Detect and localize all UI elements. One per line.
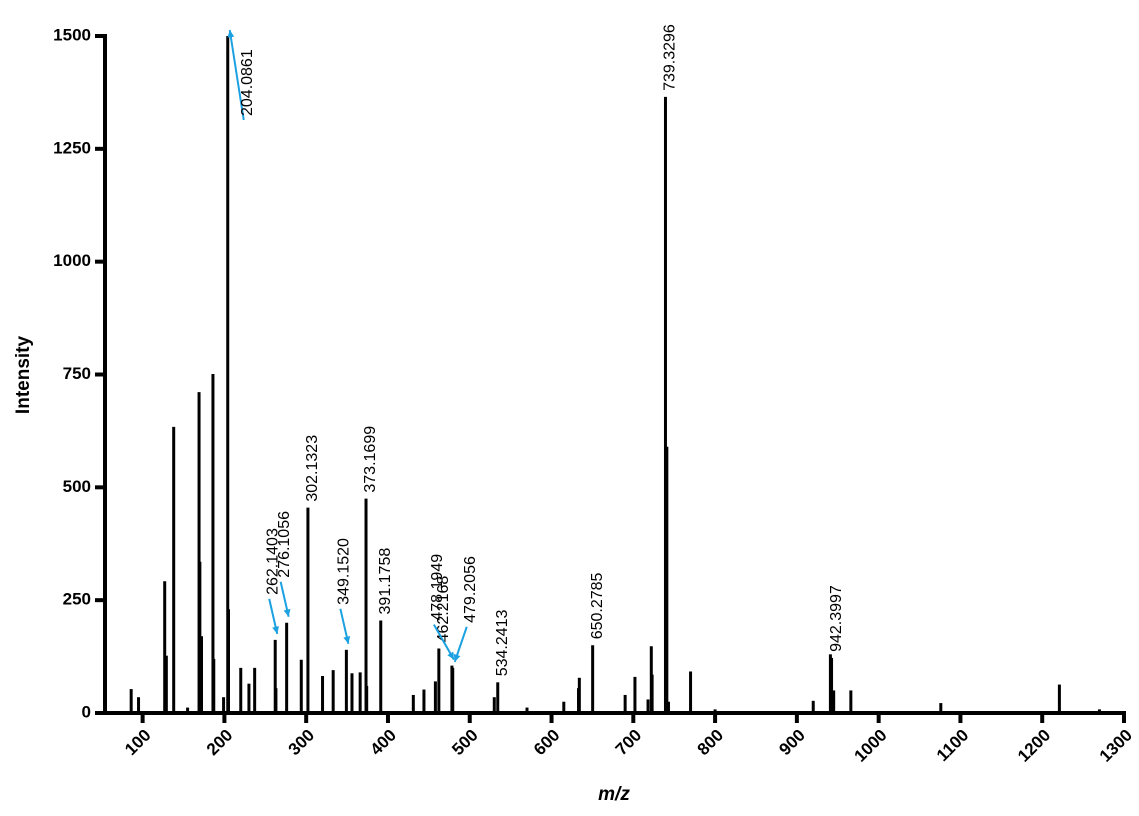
peak-label: 650.2785 [589,572,606,639]
x-tick-label: 1200 [1014,726,1054,766]
peak-label: 349.1520 [336,538,353,605]
annotation-arrow [228,29,245,121]
annotation-arrowhead [447,651,454,660]
y-tick-label: 1250 [53,138,91,157]
peak-label: 479.2056 [462,556,479,623]
y-tick-label: 0 [82,702,91,721]
peak-label: 391.1758 [377,548,394,615]
x-tick-label: 700 [612,726,645,759]
x-tick-label: 800 [694,726,727,759]
y-tick-label: 1500 [53,25,91,44]
y-tick-label: 1000 [53,251,91,270]
x-tick-label: 100 [121,726,154,759]
x-tick-label: 300 [285,726,318,759]
annotation-arrowhead [453,653,461,662]
annotation-arrowhead [272,626,280,634]
x-tick-label: 500 [448,726,481,759]
x-tick-label: 400 [366,726,399,759]
peak-label: 373.1699 [362,426,379,493]
x-tick-label: 1000 [850,726,890,766]
y-axis-title: Intensity [13,336,34,415]
peak-label: 276.1056 [276,511,293,578]
peak-label: 534.2413 [494,609,511,676]
peak-label: 204.0861 [239,49,256,116]
y-tick-label: 250 [63,590,91,609]
peak-label: 739.3296 [662,24,679,91]
x-tick-label: 600 [530,726,563,759]
x-tick-label: 1100 [933,726,973,766]
annotation-arrowhead [283,608,291,617]
annotation-arrowhead [343,636,351,644]
peak-label: 262.1403 [264,528,281,595]
annotation-arrowhead [227,30,235,38]
peak-label: 462.2168 [435,576,452,643]
x-tick-label: 900 [775,726,808,759]
y-tick-label: 500 [63,477,91,496]
peak-label: 942.3997 [828,585,845,652]
peak-label: 478.1949 [429,554,446,621]
y-tick-label: 750 [63,364,91,383]
x-tick-label: 200 [203,726,236,759]
peak-label: 302.1323 [304,435,321,502]
x-axis-title: m/z [598,784,630,805]
x-tick-label: 1300 [1096,726,1136,766]
